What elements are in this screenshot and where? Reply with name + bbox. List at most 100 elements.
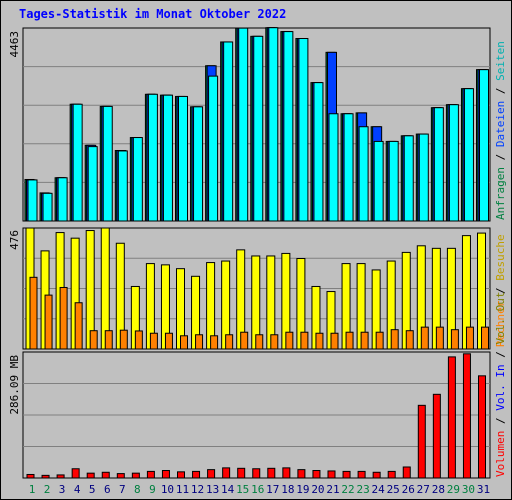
bar-volumen	[267, 467, 276, 479]
bar-rechner	[360, 331, 369, 350]
legend-entry: /	[494, 345, 507, 365]
legend-entry: Anfragen	[494, 167, 507, 220]
bar-seiten	[448, 104, 459, 222]
legend-entry: Besuche	[494, 234, 507, 280]
x-tick-label: 1	[29, 483, 36, 496]
bar-seiten	[283, 31, 294, 222]
bar-rechner	[180, 335, 188, 350]
bar-rechner	[104, 330, 113, 350]
bar-seiten	[72, 103, 83, 222]
bar-rechner	[450, 329, 459, 350]
bar-seiten	[27, 179, 38, 222]
bar-volumen	[462, 353, 471, 479]
y-axis-max-label: 286.09 MB	[8, 355, 21, 415]
x-tick-label: 13	[206, 483, 219, 496]
bar-volumen	[297, 469, 306, 479]
bar-rechner	[345, 331, 354, 350]
legend-entry: Dateien	[494, 101, 507, 147]
bar-seiten	[343, 113, 354, 222]
bar-rechner	[435, 326, 444, 350]
legend-entry: /	[494, 81, 507, 101]
bar-seiten	[162, 94, 173, 222]
x-tick-label: 14	[221, 483, 235, 496]
bar-volumen	[372, 471, 381, 479]
bar-volumen	[26, 473, 35, 479]
x-tick-label: 11	[176, 483, 189, 496]
bar-rechner	[119, 329, 128, 350]
bar-volumen	[101, 471, 110, 479]
x-tick-label: 24	[372, 483, 386, 496]
bar-volumen	[478, 375, 486, 479]
legend-entry: Volumen	[494, 431, 507, 477]
x-tick-label: 25	[387, 483, 400, 496]
bar-seiten	[388, 140, 399, 222]
x-tick-label: 21	[326, 483, 339, 496]
bar-seiten	[418, 133, 429, 222]
legend-entry: Vol. Out	[494, 292, 507, 345]
bar-rechner	[210, 335, 219, 350]
x-tick-label: 4	[74, 483, 81, 496]
x-tick-label: 31	[477, 483, 490, 496]
bar-volumen	[327, 470, 336, 479]
bar-volumen	[177, 471, 185, 479]
legend-visits: Rechner / Besuche	[494, 234, 507, 347]
bar-rechner	[255, 334, 264, 350]
x-tick-label: 18	[281, 483, 294, 496]
x-tick-label: 7	[119, 483, 126, 496]
bar-rechner	[375, 331, 384, 350]
x-tick-label: 16	[251, 483, 264, 496]
bar-rechner	[330, 332, 339, 350]
bar-seiten	[313, 82, 324, 222]
bar-seiten	[238, 27, 249, 222]
bar-volumen	[342, 470, 351, 479]
bar-seiten	[479, 69, 489, 222]
x-tick-label: 20	[311, 483, 324, 496]
chart-title: Tages-Statistik im Monat Oktober 2022	[19, 7, 287, 21]
bar-rechner	[195, 334, 204, 350]
bar-seiten	[42, 192, 53, 222]
bar-rechner	[134, 330, 143, 350]
bar-rechner	[270, 334, 279, 350]
x-tick-label: 22	[341, 483, 354, 496]
bar-volumen	[447, 356, 456, 479]
bar-seiten	[403, 135, 414, 222]
bar-volumen	[71, 468, 80, 479]
bar-rechner	[240, 331, 249, 350]
bar-volumen	[192, 470, 201, 479]
bar-seiten	[253, 35, 264, 222]
bar-volumen	[237, 467, 246, 479]
bar-rechner	[164, 332, 173, 350]
x-tick-label: 23	[356, 483, 369, 496]
bar-volumen	[41, 474, 50, 479]
legend-entry: Seiten	[494, 41, 507, 81]
x-tick-label: 26	[402, 483, 415, 496]
legend-entry: /	[494, 281, 507, 301]
bar-rechner	[300, 331, 309, 350]
bar-volumen	[282, 467, 291, 479]
x-tick-label: 10	[161, 483, 174, 496]
bar-volumen	[357, 470, 366, 479]
bar-seiten	[117, 150, 128, 222]
x-tick-label: 29	[447, 483, 460, 496]
bar-seiten	[132, 137, 143, 222]
bar-seiten	[433, 107, 444, 222]
bar-rechner	[285, 331, 294, 350]
x-tick-label: 8	[134, 483, 141, 496]
x-tick-label: 6	[104, 483, 111, 496]
bar-rechner	[149, 332, 158, 350]
bar-volumen	[252, 468, 261, 479]
x-tick-label: 12	[191, 483, 204, 496]
x-tick-label: 5	[89, 483, 96, 496]
bar-volumen	[312, 470, 321, 479]
bar-seiten	[373, 140, 384, 222]
bar-volumen	[417, 404, 426, 479]
legend-entry: Vol. In	[494, 364, 507, 410]
y-axis-max-label: 476	[8, 230, 21, 250]
bar-rechner	[44, 294, 53, 350]
x-tick-label: 2	[44, 483, 51, 496]
bar-seiten	[193, 106, 204, 222]
legend-entry: Rechner	[494, 300, 507, 347]
bar-seiten	[268, 27, 279, 222]
bar-rechner	[465, 326, 474, 350]
bar-rechner	[481, 326, 489, 350]
